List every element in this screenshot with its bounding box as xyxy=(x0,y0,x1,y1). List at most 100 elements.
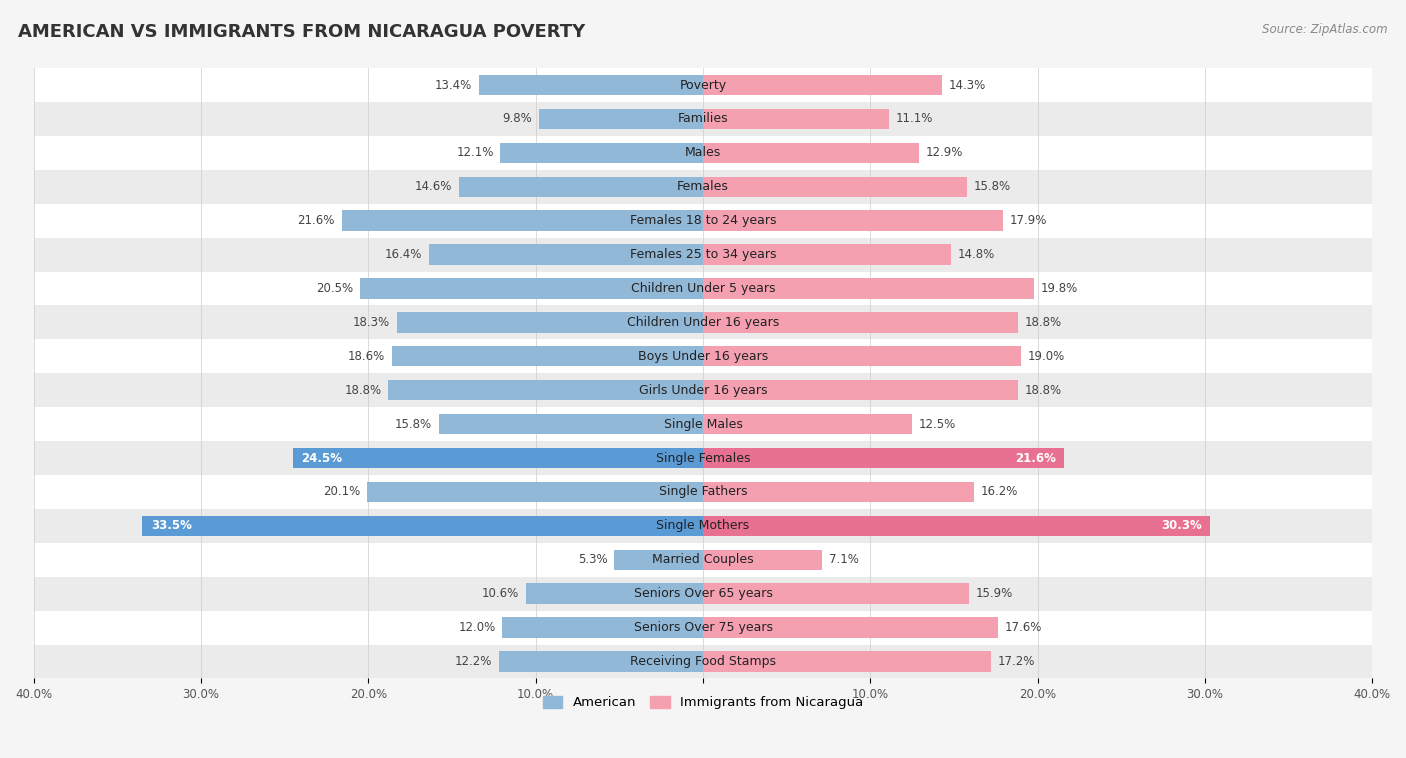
Bar xyxy=(703,414,912,434)
Text: 24.5%: 24.5% xyxy=(301,452,342,465)
Text: 18.8%: 18.8% xyxy=(1025,316,1062,329)
Text: Receiving Food Stamps: Receiving Food Stamps xyxy=(630,655,776,668)
Bar xyxy=(429,244,703,265)
Text: 18.8%: 18.8% xyxy=(344,384,381,396)
Text: 10.6%: 10.6% xyxy=(482,587,519,600)
Bar xyxy=(703,651,991,672)
Text: 5.3%: 5.3% xyxy=(578,553,607,566)
Text: 16.2%: 16.2% xyxy=(981,485,1018,499)
Bar xyxy=(342,211,703,231)
Text: 11.1%: 11.1% xyxy=(896,112,932,125)
Text: 12.0%: 12.0% xyxy=(458,621,495,634)
Text: 30.3%: 30.3% xyxy=(1161,519,1202,532)
Text: AMERICAN VS IMMIGRANTS FROM NICARAGUA POVERTY: AMERICAN VS IMMIGRANTS FROM NICARAGUA PO… xyxy=(18,23,585,41)
Bar xyxy=(34,509,1372,543)
Text: Families: Families xyxy=(678,112,728,125)
Bar xyxy=(458,177,703,197)
Text: 16.4%: 16.4% xyxy=(384,248,422,261)
Bar xyxy=(34,611,1372,644)
Text: 7.1%: 7.1% xyxy=(828,553,859,566)
Text: 18.6%: 18.6% xyxy=(347,349,385,363)
Text: 20.5%: 20.5% xyxy=(316,282,353,295)
Bar xyxy=(478,75,703,96)
Text: 17.6%: 17.6% xyxy=(1004,621,1042,634)
Text: 14.6%: 14.6% xyxy=(415,180,451,193)
Bar xyxy=(34,204,1372,237)
Bar xyxy=(703,211,1002,231)
Text: Children Under 16 years: Children Under 16 years xyxy=(627,316,779,329)
Bar xyxy=(703,177,967,197)
Bar xyxy=(34,441,1372,475)
Text: 14.3%: 14.3% xyxy=(949,79,986,92)
Text: 19.8%: 19.8% xyxy=(1040,282,1078,295)
Text: 17.9%: 17.9% xyxy=(1010,215,1046,227)
Bar xyxy=(703,550,823,570)
Bar xyxy=(703,482,974,502)
Legend: American, Immigrants from Nicaragua: American, Immigrants from Nicaragua xyxy=(537,691,869,715)
Bar xyxy=(142,515,703,536)
Bar xyxy=(502,617,703,637)
Text: Single Fathers: Single Fathers xyxy=(659,485,747,499)
Text: 15.8%: 15.8% xyxy=(974,180,1011,193)
Text: Poverty: Poverty xyxy=(679,79,727,92)
Bar xyxy=(34,102,1372,136)
Bar xyxy=(34,68,1372,102)
Bar xyxy=(499,651,703,672)
Bar xyxy=(703,143,920,163)
Bar xyxy=(538,108,703,129)
Bar xyxy=(34,407,1372,441)
Text: Girls Under 16 years: Girls Under 16 years xyxy=(638,384,768,396)
Bar xyxy=(34,644,1372,678)
Bar xyxy=(703,584,969,604)
Text: 33.5%: 33.5% xyxy=(150,519,191,532)
Text: 21.6%: 21.6% xyxy=(1015,452,1056,465)
Text: Boys Under 16 years: Boys Under 16 years xyxy=(638,349,768,363)
Text: Females: Females xyxy=(678,180,728,193)
Bar xyxy=(396,312,703,333)
Text: Single Females: Single Females xyxy=(655,452,751,465)
Bar xyxy=(34,305,1372,340)
Bar xyxy=(367,482,703,502)
Text: 20.1%: 20.1% xyxy=(322,485,360,499)
Text: 14.8%: 14.8% xyxy=(957,248,994,261)
Text: 12.5%: 12.5% xyxy=(920,418,956,431)
Text: 12.2%: 12.2% xyxy=(454,655,492,668)
Text: Seniors Over 75 years: Seniors Over 75 years xyxy=(634,621,772,634)
Bar xyxy=(703,617,997,637)
Bar xyxy=(34,577,1372,611)
Bar xyxy=(614,550,703,570)
Bar xyxy=(34,237,1372,271)
Bar xyxy=(388,380,703,400)
Bar xyxy=(703,380,1018,400)
Bar xyxy=(34,340,1372,373)
Bar xyxy=(34,543,1372,577)
Text: Females 25 to 34 years: Females 25 to 34 years xyxy=(630,248,776,261)
Text: 9.8%: 9.8% xyxy=(502,112,533,125)
Bar xyxy=(703,108,889,129)
Text: Single Males: Single Males xyxy=(664,418,742,431)
Text: Males: Males xyxy=(685,146,721,159)
Bar xyxy=(703,346,1021,366)
Text: 13.4%: 13.4% xyxy=(434,79,472,92)
Text: Females 18 to 24 years: Females 18 to 24 years xyxy=(630,215,776,227)
Text: Source: ZipAtlas.com: Source: ZipAtlas.com xyxy=(1263,23,1388,36)
Bar xyxy=(34,271,1372,305)
Bar xyxy=(703,448,1064,468)
Bar xyxy=(703,278,1035,299)
Bar xyxy=(34,475,1372,509)
Bar xyxy=(526,584,703,604)
Text: Seniors Over 65 years: Seniors Over 65 years xyxy=(634,587,772,600)
Text: 12.1%: 12.1% xyxy=(457,146,494,159)
Text: 18.8%: 18.8% xyxy=(1025,384,1062,396)
Bar xyxy=(34,170,1372,204)
Bar xyxy=(34,373,1372,407)
Bar xyxy=(501,143,703,163)
Bar xyxy=(292,448,703,468)
Bar xyxy=(34,136,1372,170)
Bar xyxy=(703,515,1211,536)
Text: 12.9%: 12.9% xyxy=(925,146,963,159)
Bar xyxy=(439,414,703,434)
Text: 18.3%: 18.3% xyxy=(353,316,389,329)
Text: Married Couples: Married Couples xyxy=(652,553,754,566)
Text: 15.9%: 15.9% xyxy=(976,587,1014,600)
